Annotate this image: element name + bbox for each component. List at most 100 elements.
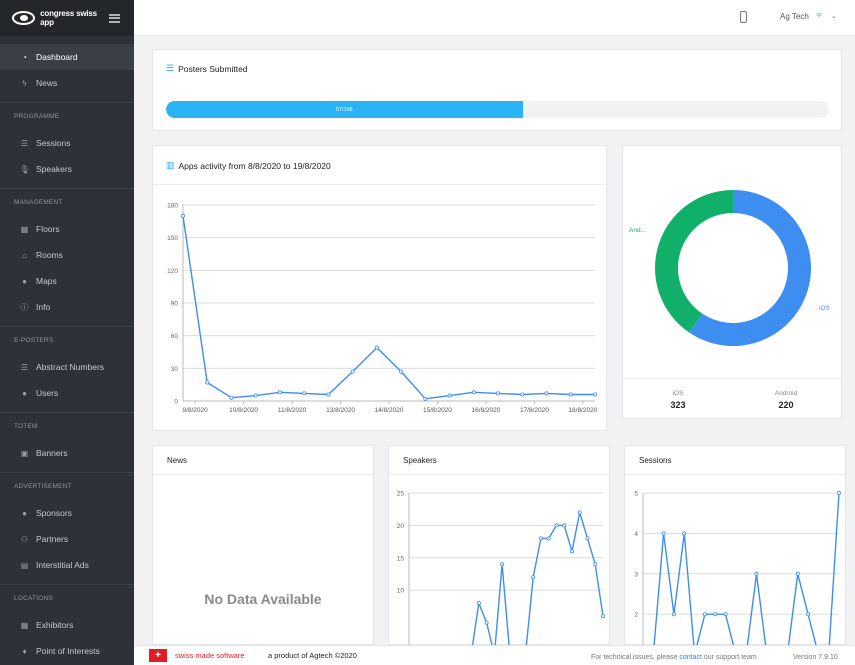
sidebar-item-abstract-numbers[interactable]: ☰ Abstract Numbers xyxy=(0,354,134,380)
x-tick-label: 17/8/2020 xyxy=(520,407,549,414)
sidebar-item-rooms[interactable]: ⌂ Rooms xyxy=(0,242,134,268)
sessions-title: Sessions xyxy=(639,456,672,465)
data-point xyxy=(476,601,481,606)
data-point xyxy=(795,571,800,576)
sidebar-item-label: Banners xyxy=(36,448,68,458)
sidebar: congress swiss app ◔ Dashboard ϟ News PROGRA… xyxy=(0,0,134,665)
sidebar-item-maps[interactable]: ● Maps xyxy=(0,268,134,294)
data-point xyxy=(577,510,582,515)
circle-icon: ● xyxy=(22,508,27,518)
chart-icon: ▥ xyxy=(166,160,175,170)
speakers-title: Speakers xyxy=(403,456,437,465)
user-menu-caret-icon[interactable]: ⌄ xyxy=(831,13,837,20)
sidebar-item-label: Interstitial Ads xyxy=(36,560,89,570)
y-tick-label: 30 xyxy=(171,366,179,373)
data-point xyxy=(592,392,597,397)
sidebar-item-label: News xyxy=(36,78,58,88)
data-point xyxy=(520,392,525,397)
x-tick-label: 13/8/2020 xyxy=(326,407,355,414)
posters-title: ☰ Posters Submitted xyxy=(166,63,248,74)
mobile-preview-icon[interactable] xyxy=(740,11,747,23)
data-point xyxy=(671,612,676,617)
hamburger-menu-icon[interactable] xyxy=(109,13,120,23)
data-point xyxy=(496,391,501,396)
map-pin-icon: ● xyxy=(22,276,27,286)
data-point xyxy=(374,345,379,350)
contact-link[interactable]: contact xyxy=(679,654,702,661)
swiss-flag-icon: + xyxy=(149,649,167,662)
platform-card: iOS And... iOS 323 Android 220 xyxy=(622,145,842,419)
sidebar-item-banners[interactable]: ▣ Banners xyxy=(0,440,134,466)
user-icon: ● xyxy=(22,388,27,398)
data-point xyxy=(569,549,574,554)
android-stat-value: 220 xyxy=(778,400,794,410)
sidebar-item-label: Info xyxy=(36,302,51,312)
ad-icon: ▤ xyxy=(20,560,29,570)
bolt-icon: ϟ xyxy=(22,78,27,88)
y-tick-label: 4 xyxy=(634,531,638,538)
sidebar-item-label: Partners xyxy=(36,534,69,544)
app-logo-text[interactable]: congress swiss app xyxy=(40,9,97,27)
sidebar-item-label: Sponsors xyxy=(36,508,72,518)
footer: + swiss made software a product of Agtec… xyxy=(134,645,855,665)
y-tick-label: 180 xyxy=(167,203,178,210)
user-flag-icon: ᯤ xyxy=(816,12,823,19)
list-icon: ☰ xyxy=(20,362,29,372)
sidebar-item-dashboard[interactable]: ◔ Dashboard xyxy=(0,44,134,70)
sidebar-item-speakers[interactable]: 🎙 Speakers xyxy=(0,156,134,182)
data-point xyxy=(253,393,258,398)
sidebar-section-advertisement: ADVERTISEMENT xyxy=(0,472,134,500)
sidebar-nav: ◔ Dashboard ϟ News PROGRAMME ☰ Sessions 🎙 Speake… xyxy=(0,44,134,665)
data-point xyxy=(538,536,543,541)
sidebar-item-users[interactable]: ● Users xyxy=(0,380,134,406)
sidebar-item-news[interactable]: ϟ News xyxy=(0,70,134,96)
app-logo-icon[interactable] xyxy=(12,11,36,25)
activity-title-text: Apps activity from 8/8/2020 to 19/8/2020 xyxy=(178,160,331,171)
sidebar-item-info[interactable]: ⓘ Info xyxy=(0,294,134,320)
series-line xyxy=(182,215,595,400)
x-tick-label: 9/8/2020 xyxy=(182,407,208,414)
speakers-card: Speakers 10 15 20 25 xyxy=(388,445,610,645)
product-text: a product of Agtech ©2020 xyxy=(268,651,357,660)
sessions-card: Sessions 2 3 4 5 xyxy=(624,445,846,645)
news-title: News xyxy=(167,456,188,465)
donut-slice-ios xyxy=(689,190,811,346)
image-icon: ▣ xyxy=(20,448,29,458)
x-tick-label: 14/8/2020 xyxy=(375,407,404,414)
topbar: Ag Tech ᯤ ⌄ xyxy=(134,0,855,36)
sidebar-item-label: Users xyxy=(36,388,59,398)
donut-slice-android xyxy=(655,190,733,333)
sidebar-item-label: Rooms xyxy=(36,250,63,260)
data-point xyxy=(806,612,811,617)
data-point xyxy=(546,536,551,541)
y-tick-label: 3 xyxy=(634,571,638,578)
sidebar-item-floors[interactable]: ▦ Floors xyxy=(0,216,134,242)
sidebar-item-exhibitors[interactable]: ▦ Exhibitors xyxy=(0,612,134,638)
data-point xyxy=(471,390,476,395)
y-tick-label: 10 xyxy=(397,588,405,595)
sidebar-item-label: Dashboard xyxy=(36,52,78,62)
sidebar-item-label: Maps xyxy=(36,276,57,286)
data-point xyxy=(423,396,428,401)
sidebar-item-sponsors[interactable]: ● Sponsors xyxy=(0,500,134,526)
user-name[interactable]: Ag Tech xyxy=(780,12,809,21)
y-tick-label: 2 xyxy=(634,612,638,619)
data-point xyxy=(754,571,759,576)
y-tick-label: 20 xyxy=(397,523,405,530)
series-line xyxy=(653,492,840,645)
data-point xyxy=(399,369,404,374)
sidebar-item-interstitial-ads[interactable]: ▤ Interstitial Ads xyxy=(0,552,134,578)
data-point xyxy=(500,562,505,567)
sidebar-item-label: Exhibitors xyxy=(36,620,74,630)
sidebar-item-label: Point of Interests xyxy=(36,646,100,656)
data-point xyxy=(661,531,666,536)
microphone-icon: 🎙 xyxy=(19,164,30,174)
sidebar-item-point-of-interests[interactable]: ♦ Point of Interests xyxy=(0,638,134,664)
sidebar-item-sessions[interactable]: ☰ Sessions xyxy=(0,130,134,156)
dashboard-icon: ◔ xyxy=(22,52,27,62)
donut-label-android: And... xyxy=(629,227,646,234)
posters-card: ☰ Posters Submitted 57/106 xyxy=(152,49,842,131)
sidebar-item-partners[interactable]: ⚇ Partners xyxy=(0,526,134,552)
y-tick-label: 5 xyxy=(634,491,638,498)
posters-progress-label: 57/106 xyxy=(335,106,353,113)
